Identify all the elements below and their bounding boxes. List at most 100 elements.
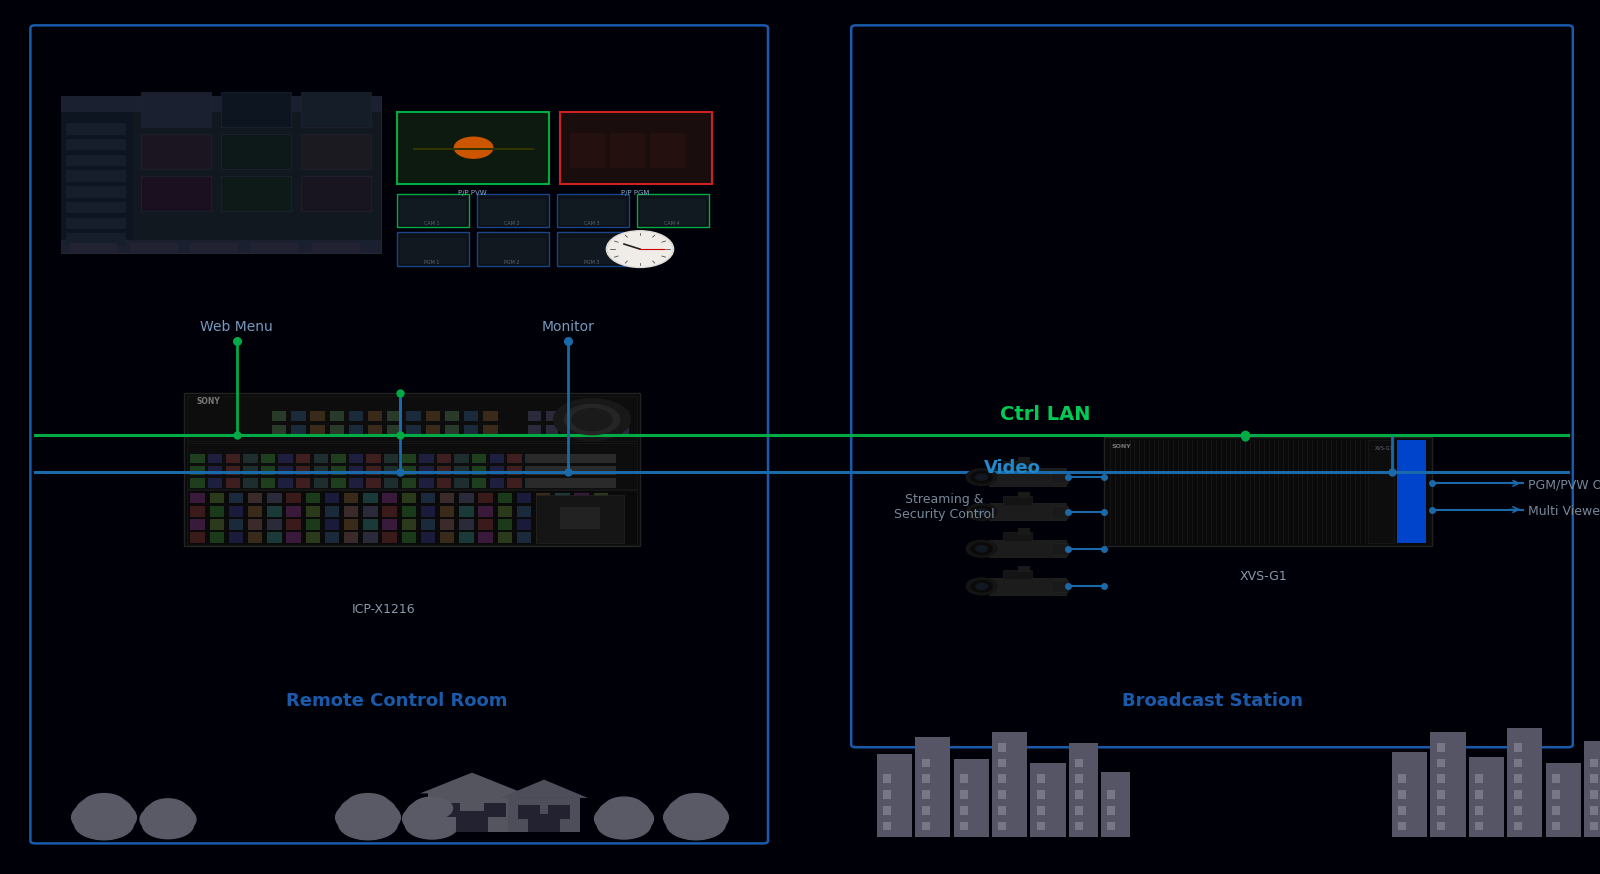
- FancyBboxPatch shape: [1590, 774, 1598, 783]
- FancyBboxPatch shape: [483, 425, 498, 435]
- FancyBboxPatch shape: [922, 806, 930, 815]
- FancyBboxPatch shape: [66, 186, 126, 198]
- FancyBboxPatch shape: [243, 454, 258, 463]
- FancyBboxPatch shape: [190, 478, 205, 488]
- FancyBboxPatch shape: [640, 199, 706, 225]
- FancyBboxPatch shape: [382, 493, 397, 503]
- FancyBboxPatch shape: [998, 806, 1006, 815]
- FancyBboxPatch shape: [421, 493, 435, 503]
- FancyBboxPatch shape: [528, 466, 616, 475]
- FancyBboxPatch shape: [331, 454, 346, 463]
- FancyBboxPatch shape: [525, 466, 539, 475]
- FancyBboxPatch shape: [261, 478, 275, 488]
- FancyBboxPatch shape: [525, 454, 539, 463]
- FancyBboxPatch shape: [384, 478, 398, 488]
- Text: ICP-X1216: ICP-X1216: [352, 603, 416, 616]
- FancyBboxPatch shape: [517, 493, 531, 503]
- FancyBboxPatch shape: [221, 92, 291, 127]
- FancyBboxPatch shape: [560, 112, 712, 184]
- FancyBboxPatch shape: [267, 493, 282, 503]
- Circle shape: [75, 796, 133, 827]
- FancyBboxPatch shape: [472, 478, 486, 488]
- FancyBboxPatch shape: [1051, 506, 1069, 517]
- FancyBboxPatch shape: [472, 466, 486, 475]
- FancyBboxPatch shape: [440, 519, 454, 530]
- FancyBboxPatch shape: [1051, 471, 1069, 482]
- FancyBboxPatch shape: [1590, 822, 1598, 830]
- FancyBboxPatch shape: [1107, 822, 1115, 830]
- FancyBboxPatch shape: [459, 493, 474, 503]
- FancyBboxPatch shape: [555, 519, 570, 530]
- FancyBboxPatch shape: [331, 478, 346, 488]
- FancyBboxPatch shape: [563, 425, 576, 435]
- FancyBboxPatch shape: [190, 466, 205, 475]
- FancyBboxPatch shape: [406, 425, 421, 435]
- FancyBboxPatch shape: [574, 532, 589, 543]
- FancyBboxPatch shape: [528, 454, 616, 463]
- FancyBboxPatch shape: [1003, 496, 1032, 504]
- FancyBboxPatch shape: [301, 134, 371, 169]
- FancyBboxPatch shape: [1037, 774, 1045, 783]
- FancyBboxPatch shape: [454, 454, 469, 463]
- Text: PGM 2: PGM 2: [504, 260, 520, 265]
- FancyBboxPatch shape: [650, 133, 685, 168]
- FancyBboxPatch shape: [528, 425, 541, 435]
- FancyBboxPatch shape: [1003, 570, 1032, 579]
- FancyBboxPatch shape: [998, 774, 1006, 783]
- FancyBboxPatch shape: [1003, 532, 1032, 541]
- FancyBboxPatch shape: [989, 540, 1066, 558]
- Circle shape: [149, 799, 187, 820]
- FancyBboxPatch shape: [507, 478, 522, 488]
- FancyBboxPatch shape: [610, 133, 645, 168]
- FancyBboxPatch shape: [883, 822, 891, 830]
- FancyBboxPatch shape: [517, 506, 531, 517]
- FancyBboxPatch shape: [301, 176, 371, 211]
- Circle shape: [966, 540, 997, 558]
- Circle shape: [406, 799, 458, 827]
- Circle shape: [976, 545, 987, 552]
- FancyBboxPatch shape: [570, 133, 605, 168]
- FancyBboxPatch shape: [141, 134, 211, 169]
- FancyBboxPatch shape: [301, 92, 371, 127]
- FancyBboxPatch shape: [1018, 491, 1030, 498]
- Circle shape: [82, 794, 126, 818]
- FancyBboxPatch shape: [594, 519, 608, 530]
- Text: Multi Viewer Out: Multi Viewer Out: [1528, 505, 1600, 517]
- Circle shape: [144, 801, 192, 828]
- FancyBboxPatch shape: [349, 466, 363, 475]
- FancyBboxPatch shape: [66, 233, 126, 245]
- FancyBboxPatch shape: [210, 532, 224, 543]
- FancyBboxPatch shape: [594, 532, 608, 543]
- FancyBboxPatch shape: [267, 519, 282, 530]
- Circle shape: [966, 503, 997, 520]
- FancyBboxPatch shape: [517, 532, 531, 543]
- Text: CAM 3: CAM 3: [584, 221, 600, 226]
- FancyBboxPatch shape: [578, 466, 592, 475]
- FancyBboxPatch shape: [427, 821, 437, 832]
- FancyBboxPatch shape: [595, 454, 610, 463]
- FancyBboxPatch shape: [459, 519, 474, 530]
- FancyBboxPatch shape: [30, 25, 768, 843]
- FancyBboxPatch shape: [1469, 757, 1504, 837]
- Polygon shape: [499, 780, 589, 798]
- FancyBboxPatch shape: [382, 519, 397, 530]
- Circle shape: [971, 580, 992, 593]
- FancyBboxPatch shape: [1437, 822, 1445, 830]
- Text: PGM/PVW Out: PGM/PVW Out: [1528, 479, 1600, 491]
- FancyBboxPatch shape: [440, 493, 454, 503]
- FancyBboxPatch shape: [578, 478, 592, 488]
- FancyBboxPatch shape: [560, 466, 574, 475]
- FancyBboxPatch shape: [1392, 752, 1427, 837]
- FancyBboxPatch shape: [637, 194, 709, 227]
- FancyBboxPatch shape: [445, 411, 459, 421]
- FancyBboxPatch shape: [595, 478, 610, 488]
- FancyBboxPatch shape: [922, 822, 930, 830]
- FancyBboxPatch shape: [1104, 437, 1432, 546]
- Circle shape: [597, 809, 651, 839]
- Text: PGM 3: PGM 3: [584, 260, 600, 265]
- Text: Video: Video: [984, 459, 1042, 477]
- FancyBboxPatch shape: [877, 754, 912, 837]
- FancyBboxPatch shape: [1552, 806, 1560, 815]
- Text: CAM 2: CAM 2: [504, 221, 520, 226]
- FancyBboxPatch shape: [1552, 822, 1560, 830]
